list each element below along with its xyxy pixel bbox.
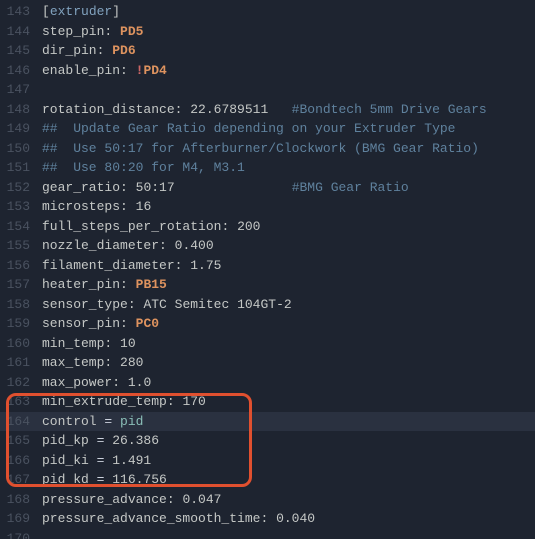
line-content: rotation_distance: 22.6789511 #Bondtech … (42, 100, 535, 120)
line-number: 148 (0, 100, 42, 120)
code-line[interactable]: 145dir_pin: PD6 (0, 41, 535, 61)
line-content: sensor_pin: PC0 (42, 314, 535, 334)
line-number: 143 (0, 2, 42, 22)
code-line[interactable]: 164control = pid (0, 412, 535, 432)
code-line[interactable]: 163min_extrude_temp: 170 (0, 392, 535, 412)
line-content: nozzle_diameter: 0.400 (42, 236, 535, 256)
line-number: 156 (0, 256, 42, 276)
line-content: pressure_advance_smooth_time: 0.040 (42, 509, 535, 529)
code-line[interactable]: 158sensor_type: ATC Semitec 104GT-2 (0, 295, 535, 315)
line-number: 168 (0, 490, 42, 510)
code-line[interactable]: 155nozzle_diameter: 0.400 (0, 236, 535, 256)
line-number: 161 (0, 353, 42, 373)
code-line[interactable]: 150## Use 50:17 for Afterburner/Clockwor… (0, 139, 535, 159)
line-number: 153 (0, 197, 42, 217)
line-content: pid_kd = 116.756 (42, 470, 535, 490)
line-content: max_temp: 280 (42, 353, 535, 373)
code-line[interactable]: 161max_temp: 280 (0, 353, 535, 373)
line-number: 167 (0, 470, 42, 490)
line-number: 166 (0, 451, 42, 471)
code-line[interactable]: 166pid_ki = 1.491 (0, 451, 535, 471)
code-line[interactable]: 156filament_diameter: 1.75 (0, 256, 535, 276)
line-content: [extruder] (42, 2, 535, 22)
code-line[interactable]: 152gear_ratio: 50:17 #BMG Gear Ratio (0, 178, 535, 198)
code-line[interactable]: 149## Update Gear Ratio depending on you… (0, 119, 535, 139)
code-line[interactable]: 162max_power: 1.0 (0, 373, 535, 393)
line-content: filament_diameter: 1.75 (42, 256, 535, 276)
line-number: 163 (0, 392, 42, 412)
code-line[interactable]: 146enable_pin: !PD4 (0, 61, 535, 81)
line-number: 150 (0, 139, 42, 159)
code-line[interactable]: 148rotation_distance: 22.6789511 #Bondte… (0, 100, 535, 120)
code-line[interactable]: 160min_temp: 10 (0, 334, 535, 354)
line-number: 149 (0, 119, 42, 139)
code-line[interactable]: 151## Use 80:20 for M4, M3.1 (0, 158, 535, 178)
line-number: 157 (0, 275, 42, 295)
line-number: 155 (0, 236, 42, 256)
line-content: pid_kp = 26.386 (42, 431, 535, 451)
code-line[interactable]: 159sensor_pin: PC0 (0, 314, 535, 334)
code-line[interactable]: 147 (0, 80, 535, 100)
code-editor[interactable]: 143[extruder]144step_pin: PD5145dir_pin:… (0, 0, 535, 539)
line-content: enable_pin: !PD4 (42, 61, 535, 81)
line-content: gear_ratio: 50:17 #BMG Gear Ratio (42, 178, 535, 198)
line-content: dir_pin: PD6 (42, 41, 535, 61)
line-number: 164 (0, 412, 42, 432)
line-number: 151 (0, 158, 42, 178)
line-content: pid_ki = 1.491 (42, 451, 535, 471)
code-line[interactable]: 170 (0, 529, 535, 539)
line-number: 162 (0, 373, 42, 393)
line-content: microsteps: 16 (42, 197, 535, 217)
line-content: max_power: 1.0 (42, 373, 535, 393)
line-number: 147 (0, 80, 42, 100)
line-content: min_extrude_temp: 170 (42, 392, 535, 412)
line-content: pressure_advance: 0.047 (42, 490, 535, 510)
line-content: ## Update Gear Ratio depending on your E… (42, 119, 535, 139)
code-line[interactable]: 144step_pin: PD5 (0, 22, 535, 42)
code-line[interactable]: 157heater_pin: PB15 (0, 275, 535, 295)
line-number: 145 (0, 41, 42, 61)
line-number: 154 (0, 217, 42, 237)
code-line[interactable]: 167pid_kd = 116.756 (0, 470, 535, 490)
line-number: 159 (0, 314, 42, 334)
line-number: 144 (0, 22, 42, 42)
line-content: step_pin: PD5 (42, 22, 535, 42)
line-number: 169 (0, 509, 42, 529)
line-number: 165 (0, 431, 42, 451)
line-content: ## Use 50:17 for Afterburner/Clockwork (… (42, 139, 535, 159)
line-content: min_temp: 10 (42, 334, 535, 354)
code-line[interactable]: 143[extruder] (0, 2, 535, 22)
code-line[interactable]: 154full_steps_per_rotation: 200 (0, 217, 535, 237)
line-content: sensor_type: ATC Semitec 104GT-2 (42, 295, 535, 315)
line-number: 146 (0, 61, 42, 81)
line-number: 152 (0, 178, 42, 198)
line-number: 160 (0, 334, 42, 354)
line-content: ## Use 80:20 for M4, M3.1 (42, 158, 535, 178)
code-line[interactable]: 165pid_kp = 26.386 (0, 431, 535, 451)
code-line[interactable]: 168pressure_advance: 0.047 (0, 490, 535, 510)
line-content: control = pid (42, 412, 535, 432)
line-content: full_steps_per_rotation: 200 (42, 217, 535, 237)
line-number: 170 (0, 529, 42, 539)
code-line[interactable]: 153microsteps: 16 (0, 197, 535, 217)
line-number: 158 (0, 295, 42, 315)
code-line[interactable]: 169pressure_advance_smooth_time: 0.040 (0, 509, 535, 529)
line-content: heater_pin: PB15 (42, 275, 535, 295)
